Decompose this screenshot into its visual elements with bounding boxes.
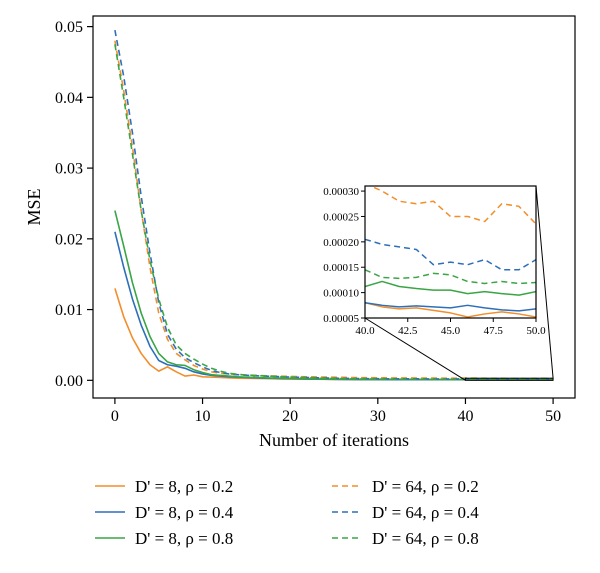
- y-tick-label: 0.04: [55, 90, 83, 107]
- legend: D' = 8, ρ = 0.2 D' = 8, ρ = 0.4 D' = 8, ρ …: [95, 477, 479, 548]
- inset-x-tick-label: 45.0: [441, 325, 461, 337]
- legend-label-6: D' = 64, ρ = 0.8: [372, 529, 479, 548]
- y-tick-label: 0.02: [55, 231, 83, 248]
- inset-series-line-1: [365, 302, 536, 318]
- inset-y-tick-label: 0.00005: [323, 313, 359, 325]
- legend-label-2: D' = 8, ρ = 0.4: [135, 503, 234, 522]
- plot-frame: [92, 15, 576, 399]
- legend-label-3: D' = 8, ρ = 0.8: [135, 529, 233, 548]
- x-tick-label: 40: [457, 408, 473, 425]
- x-axis-label: Number of iterations: [259, 430, 409, 450]
- inset-series-line-6: [365, 269, 536, 285]
- inset-background: [365, 186, 536, 318]
- inset-x-tick-label: 40.0: [355, 325, 375, 337]
- inset-x-tick-label: 42.5: [398, 325, 418, 337]
- x-tick-label: 0: [111, 408, 119, 425]
- y-tick-label: 0.01: [55, 302, 83, 319]
- zoom-connector-left: [364, 317, 466, 381]
- inset-series-group: [365, 186, 536, 318]
- inset-y-tick-label: 0.00010: [323, 288, 359, 300]
- inset-y-tick-label: 0.00025: [323, 211, 359, 223]
- legend-label-4: D' = 64, ρ = 0.2: [372, 477, 479, 496]
- legend-label-5: D' = 64, ρ = 0.4: [372, 503, 479, 522]
- y-axis-label: MSE: [24, 188, 44, 225]
- series-line-4: [114, 40, 554, 380]
- inset-series-line-5: [365, 238, 536, 271]
- series-line-6: [114, 44, 554, 381]
- inset-y-tick-label: 0.00030: [323, 186, 359, 198]
- legend-label-1: D' = 8, ρ = 0.2: [135, 477, 233, 496]
- zoom-region-box: [464, 377, 554, 381]
- inset-y-tick-label: 0.00015: [323, 262, 359, 274]
- y-tick-label: 0.05: [55, 19, 83, 36]
- y-tick-label: 0.00: [55, 373, 83, 390]
- y-tick-label: 0.03: [55, 161, 83, 178]
- inset-x-tick-label: 47.5: [484, 325, 504, 337]
- zoom-connector-right: [535, 185, 554, 379]
- x-tick-label: 50: [545, 408, 561, 425]
- main-plot-area: 0 10 20 30 40 50 0.00 0.01 0.02 0.03 0.04 0.05 Numbe…: [24, 15, 576, 450]
- inset-y-tick-label: 0.00020: [323, 237, 359, 249]
- x-tick-label: 30: [370, 408, 386, 425]
- inset-x-tick-label: 50.0: [526, 325, 546, 337]
- inset-series-line-3: [365, 280, 536, 296]
- inset-series-line-2: [365, 302, 536, 312]
- inset-series-line-4: [368, 186, 536, 225]
- x-tick-label: 20: [282, 408, 298, 425]
- x-tick-label: 10: [195, 408, 211, 425]
- inset-plot-area: 40.0 42.5 45.0 47.5 50.0 0.00005 0.00010 0.0001…: [323, 185, 554, 381]
